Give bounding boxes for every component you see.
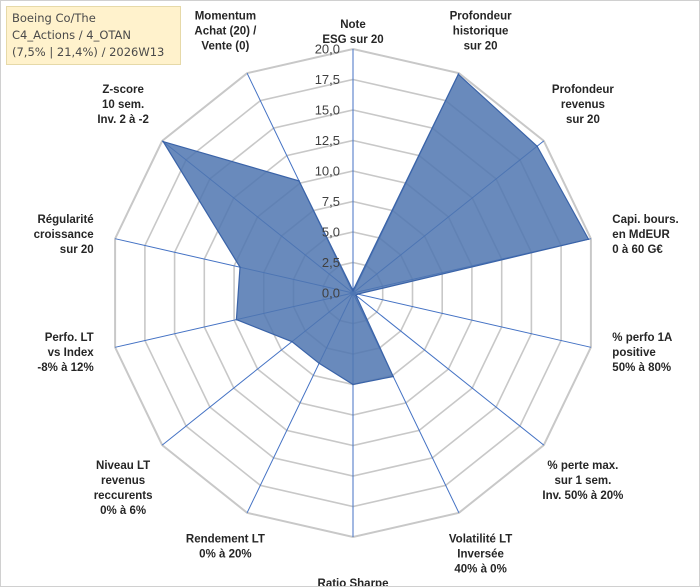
axis-label-line: Inversée [457,549,504,561]
axis-label-line: positive [612,347,655,359]
axis-label: Rendement LT 0% à 20% [186,534,265,561]
axis-label-line: -8% à 12% [37,362,93,374]
tick-label: 20,0 [315,42,340,57]
axis-label: Niveau LT revenus reccurents 0% à 6% [94,460,153,517]
tick-label: 7,5 [322,194,340,209]
title-line-2: C4_Actions / 4_OTAN [12,28,132,42]
axis-label-line: ESG sur 20 [322,34,383,46]
data-point [587,238,590,240]
axis-label-line: Inv. 50% à 20% [542,490,623,502]
tick-labels: 0,0 2,5 5,0 7,5 10,0 12,5 15,0 17,5 20,0 [315,42,340,301]
data-point [162,140,164,143]
tick-label: 0,0 [322,286,340,301]
data-point [298,180,300,182]
axis-label-line: Momentum [195,10,256,22]
data-point [291,340,293,343]
axis-label-line: Profondeur [450,10,512,22]
axis-label-line: Niveau LT [96,460,150,472]
data-point [357,293,359,295]
axis-label-line: 40% à 0% [454,564,506,576]
axis-label-line: sur 1 sem. [554,475,611,487]
data-point [352,383,354,386]
axis-label: Momentum Achat (20) / Vente (0) [194,10,257,52]
axis-label-line: Volatilité LT [449,534,512,546]
axis-label-line: 50% à 80% [612,362,671,374]
axis-label-line: sur 20 [60,244,94,256]
data-point [536,145,538,147]
axis-label-line: Rendement LT [186,534,265,546]
axis-label: % perfo 1A positive 50% à 80% [612,332,672,374]
data-series [161,73,590,386]
axis-label: Profondeur historique sur 20 [450,10,512,52]
axis-label-line: 0 à 60 G€ [612,244,663,256]
chart-title-box: Boeing Co/The C4_Actions / 4_OTAN (7,5% … [6,6,181,65]
data-point [392,375,395,378]
axis-spoke [352,292,545,446]
axis-label-line: Ratio Sharpe [318,578,389,586]
axis-label-line: historique [453,25,509,37]
axis-label-line: vs Index [48,347,95,359]
axis-label: Régularité croissance sur 20 [34,214,94,256]
axis-label-line: Capi. bours. [612,214,678,226]
axis-label-line: revenus [101,475,145,487]
data-point [318,362,320,365]
axis-label-line: Note [340,19,366,31]
axis-label-line: Z-score [102,84,144,96]
data-point [457,73,460,76]
axis-label-line: Achat (20) / [194,25,257,37]
axis-label-line: Profondeur [552,84,614,96]
axis-spoke [352,292,592,348]
title-line-1: Boeing Co/The [12,11,96,25]
axis-label-line: sur 20 [464,40,498,52]
axis-labels: Note ESG sur 20 Profondeur historique sur 20… [34,10,679,586]
data-point [355,294,357,297]
axis-label: % perte max. sur 1 sem. Inv. 50% à 20% [542,460,623,502]
axis-label-line: % perfo 1A [612,332,672,344]
tick-label: 10,0 [315,164,340,179]
axis-label: Z-score 10 sem. Inv. 2 à -2 [97,84,149,126]
data-point [352,289,354,292]
axis-label-line: sur 20 [566,114,600,126]
axis-label-line: reccurents [94,490,153,502]
axis-label: Profondeur revenus sur 20 [552,84,614,126]
axis-label-line: revenus [561,99,605,111]
axis-label-line: Vente (0) [201,40,249,52]
axis-label-line: % perte max. [547,460,618,472]
series-area [161,73,590,386]
axis-label: Capi. bours. en MdEUR 0 à 60 G€ [612,214,678,256]
title-line-3: (7,5% | 21,4%) / 2026W13 [12,45,165,59]
data-point [235,318,238,321]
axis-label-line: 0% à 6% [100,505,146,517]
axis-label-line: Inv. 2 à -2 [97,114,149,126]
tick-label: 2,5 [322,255,340,270]
data-point [239,266,241,269]
axis-label-line: 10 sem. [102,99,144,111]
tick-label: 12,5 [315,133,340,148]
axis-label-line: en MdEUR [612,229,670,241]
axis-label-line: Régularité [37,214,93,226]
tick-label: 5,0 [322,225,340,240]
axis-label-line: croissance [34,229,94,241]
axis-label: Note ESG sur 20 [322,19,383,46]
axis-label: Volatilité LT Inversée 40% à 0% [449,534,512,576]
axis-label: Perfo. LT vs Index -8% à 12% [37,332,94,374]
axis-label-line: Perfo. LT [45,332,94,344]
tick-label: 15,0 [315,103,340,118]
axis-label-line: 0% à 20% [199,549,251,561]
tick-label: 17,5 [315,72,340,87]
axis-label: Ratio Sharpe0 à 1 [318,578,389,586]
